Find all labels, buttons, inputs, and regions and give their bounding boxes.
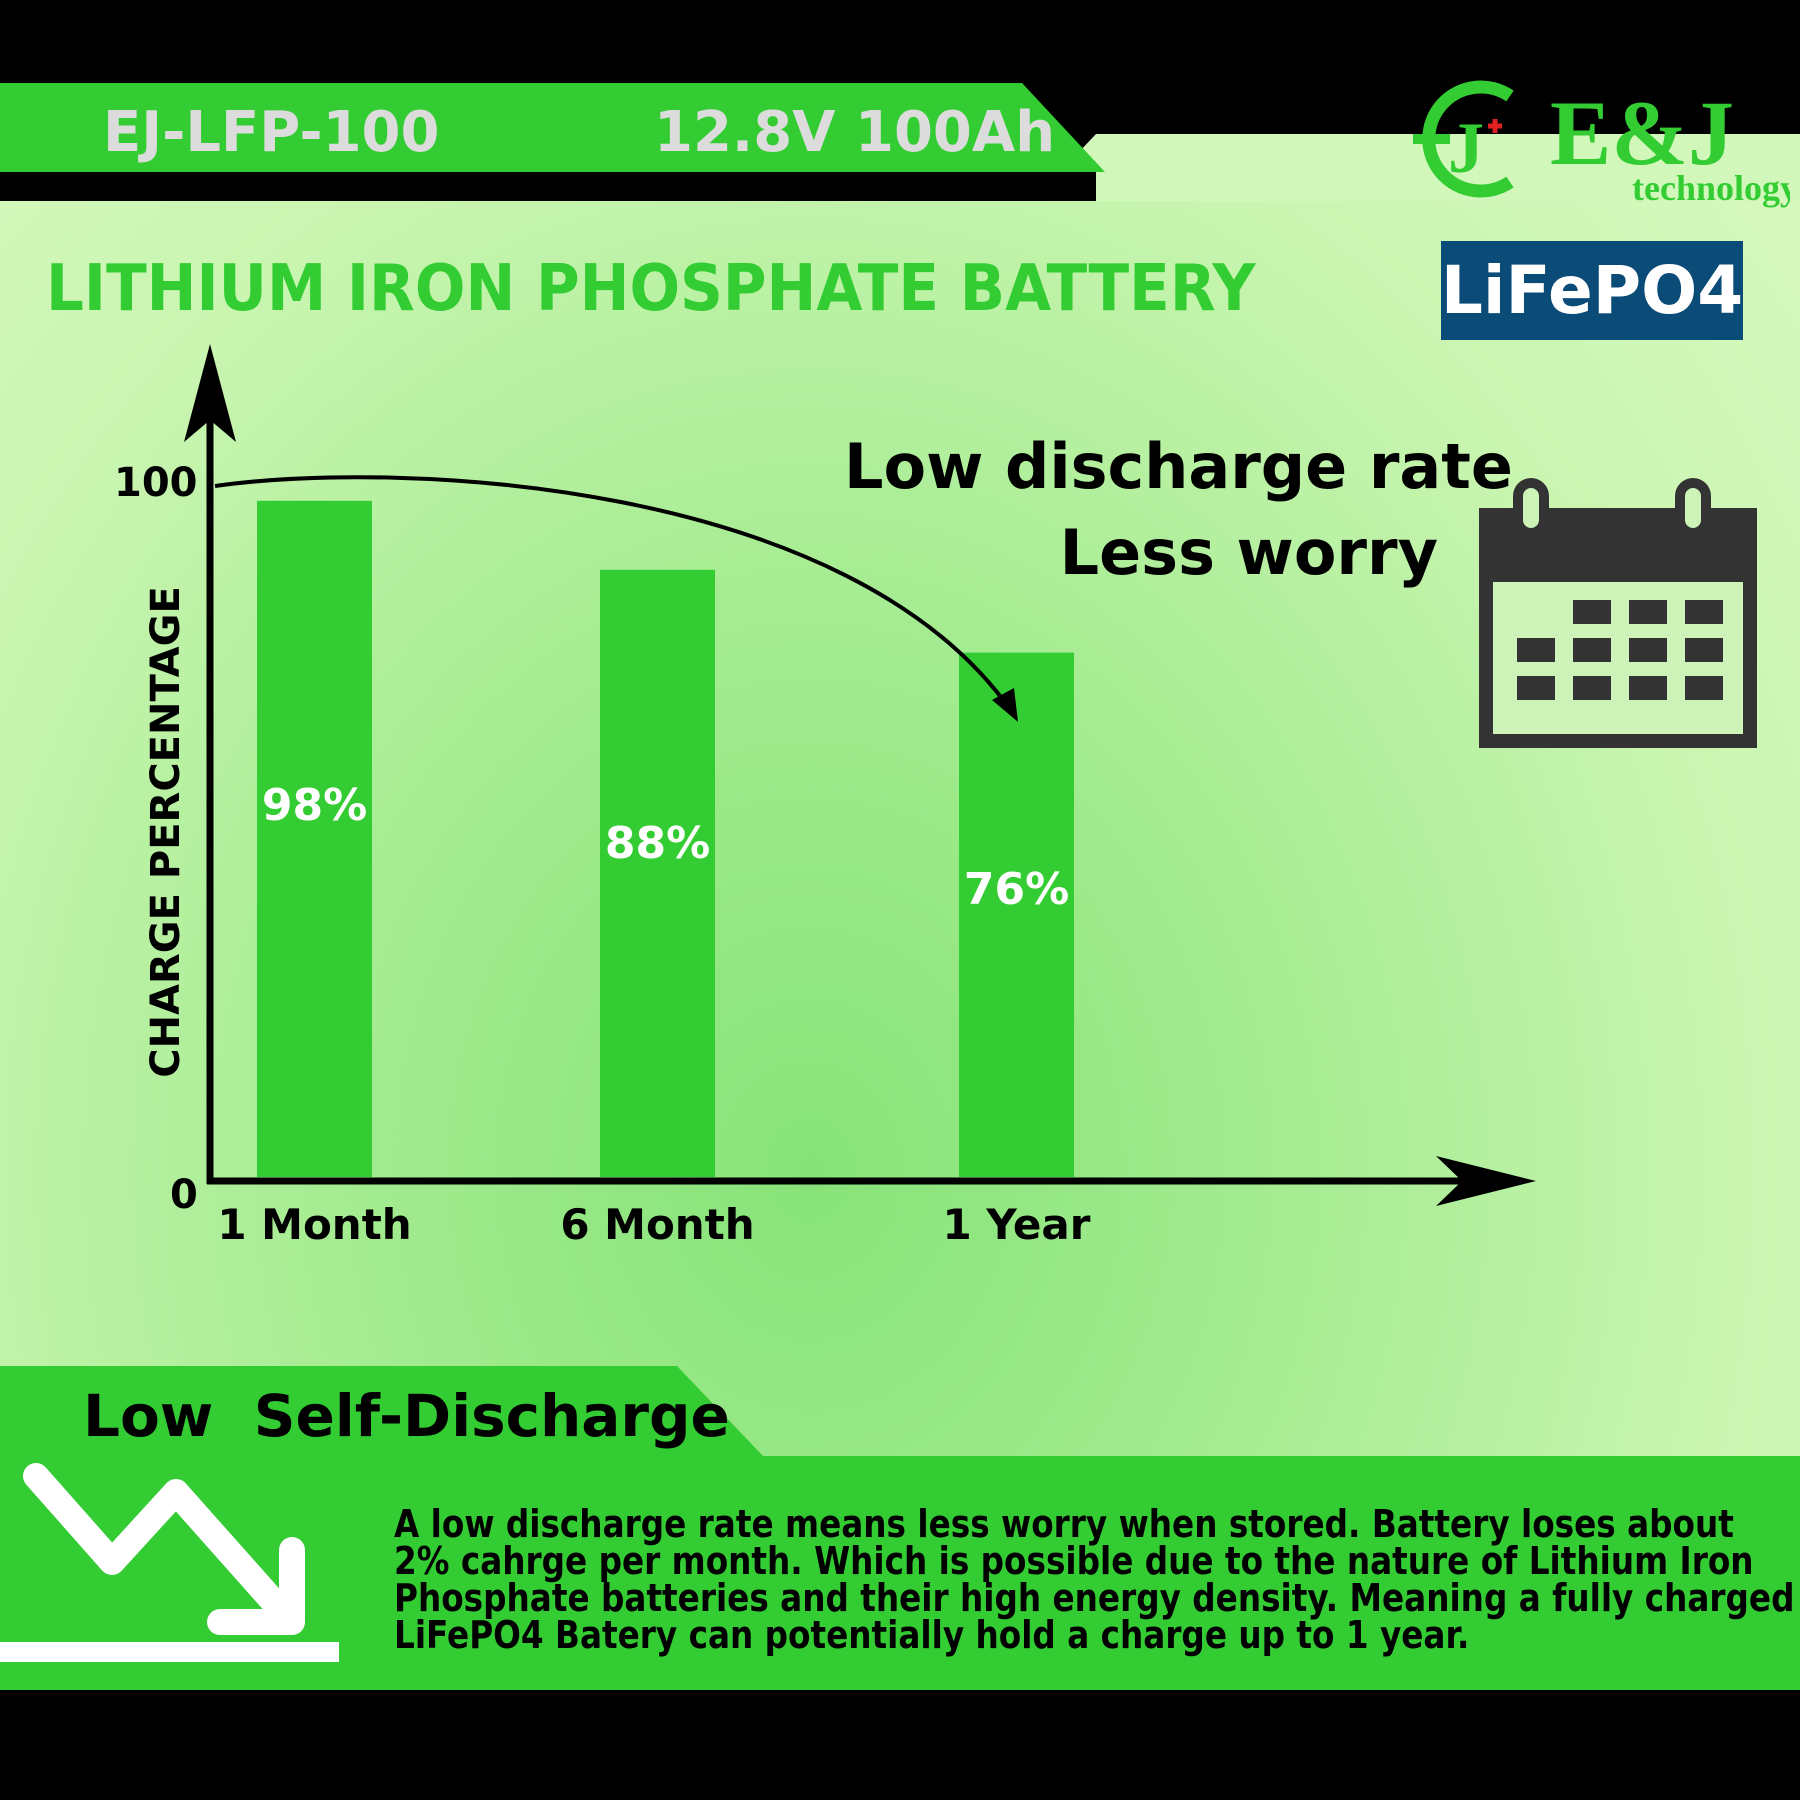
description-line-4: LiFePO4 Batery can potentially hold a ch…: [394, 1613, 1470, 1657]
slogan-line2: Less worry: [1059, 516, 1438, 589]
downtrend-icon: [0, 1463, 339, 1662]
spec-label: 12.8V 100Ah: [654, 100, 1056, 165]
logo-text: E&J: [1550, 82, 1734, 184]
bottom-black-band: [0, 1690, 1800, 1800]
bar-value-label: 88%: [604, 818, 711, 870]
y-axis-label: CHARGE PERCENTAGE: [143, 586, 189, 1078]
bar-3: [959, 652, 1074, 1177]
model-label: EJ-LFP-100: [103, 100, 440, 165]
section-tab: [0, 1366, 763, 1466]
bar-value-label: 76%: [963, 863, 1070, 915]
bar-1: [257, 500, 372, 1177]
lifepo4-badge: LiFePO4: [1441, 241, 1743, 340]
x-tick-label: 1 Month: [217, 1200, 412, 1249]
section-title: Low Self-Discharge: [83, 1382, 730, 1450]
x-axis-arrow: [1436, 1156, 1536, 1206]
calendar-icon: [1479, 478, 1757, 748]
bar-value-label: 98%: [261, 780, 368, 832]
curve-arrowhead: [992, 688, 1018, 722]
y-tick-100: 100: [114, 460, 198, 506]
x-tick-label: 1 Year: [942, 1200, 1091, 1249]
bar-chart: [184, 344, 1536, 1206]
header-banner: [0, 83, 1105, 172]
y-axis-arrow: [184, 344, 236, 442]
page-title: LITHIUM IRON PHOSPHATE BATTERY: [46, 252, 1256, 326]
x-tick-label: 6 Month: [560, 1200, 755, 1249]
trend-curve-arrow: [214, 475, 1014, 714]
description-line-2: 2% cahrge per month. Which is possible d…: [394, 1539, 1754, 1583]
bar-2: [600, 569, 715, 1177]
logo-mark: J: [1448, 108, 1484, 188]
slogan-line1: Low discharge rate: [844, 430, 1513, 503]
logo-subtext: technology: [1632, 168, 1790, 208]
brand-logo: J E&J technology: [1413, 80, 1790, 208]
description-line-3: Phosphate batteries and their high energ…: [394, 1576, 1795, 1620]
y-tick-0: 0: [170, 1172, 198, 1218]
description-line-1: A low discharge rate means less worry wh…: [394, 1502, 1734, 1546]
